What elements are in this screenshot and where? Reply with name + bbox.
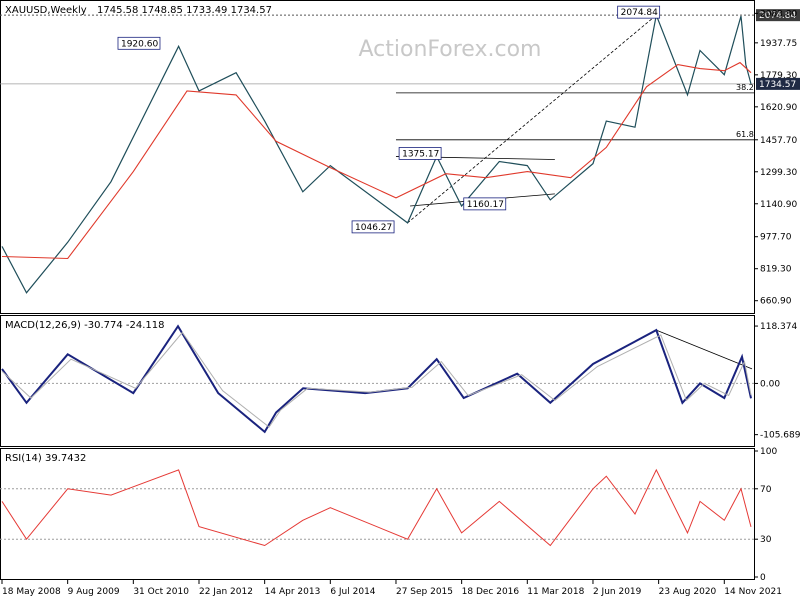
macd-tick-label: 118.374	[760, 322, 797, 332]
rsi-tick-label: 100	[760, 447, 777, 457]
macd-signal-line	[1, 331, 752, 428]
x-tick-label: 31 Oct 2010	[133, 587, 189, 597]
price-series	[1, 13, 752, 294]
panel-frames	[0, 0, 755, 580]
macd-series	[1, 324, 753, 434]
price-tick-label: 1937.75	[760, 39, 797, 49]
macd-panel-frame	[0, 315, 755, 447]
current-price-text: 1734.57	[759, 80, 796, 90]
macd-tick-label: 0.00	[760, 379, 780, 389]
price-label-box	[617, 5, 661, 19]
rsi-tick-label: 0	[760, 573, 766, 583]
high-price-tag	[756, 9, 800, 22]
price-tick-label: 1457.70	[760, 136, 797, 146]
rsi-axis: 100 70 30 0	[754, 447, 777, 583]
price-label-text: 1920.60	[121, 39, 158, 49]
price-tick-label: 1779.30	[760, 71, 797, 81]
price-label-box	[463, 197, 507, 211]
dashed-trendline	[407, 14, 657, 224]
x-tick-label: 27 Sep 2015	[396, 587, 453, 597]
price-tick-label: 977.70	[760, 233, 792, 243]
x-tick-label: 2 Jun 2019	[593, 587, 642, 597]
x-tick-label: 22 Jan 2012	[199, 587, 253, 597]
watermark: ActionForex.com	[359, 37, 542, 62]
rsi-gridlines	[0, 488, 754, 540]
x-tick-label: 23 Aug 2020	[659, 587, 717, 597]
ohlc-values: 1745.58 1748.85 1733.49 1734.57	[97, 5, 272, 16]
price-tick-label: 819.30	[760, 265, 792, 275]
rsi-title: RSI(14) 39.7432	[5, 453, 86, 464]
x-axis: 18 May 2008 9 Aug 2009 31 Oct 2010 22 Jan 2…	[1, 580, 782, 597]
fib-level-label: 38.2	[736, 83, 754, 92]
x-tick-label: 18 May 2008	[2, 587, 61, 597]
price-tick-label: 2083.80	[760, 9, 797, 19]
x-tick-label: 11 Mar 2018	[527, 587, 584, 597]
rsi-panel-frame	[0, 448, 755, 580]
moving-average-line	[1, 61, 752, 260]
high-price-text: 2074.84	[759, 11, 796, 21]
price-label-box	[351, 220, 395, 234]
rsi-series	[1, 468, 752, 547]
price-tick-label: 1620.90	[760, 103, 797, 113]
price-tick-label: 1299.30	[760, 168, 797, 178]
price-line	[1, 13, 752, 294]
macd-trendline	[656, 329, 753, 370]
rsi-line	[1, 468, 752, 547]
macd-line	[1, 324, 752, 434]
price-labels: 1920.60 2074.84 1375.17 1160.17 1046.27 1734.…	[117, 5, 800, 234]
macd-tick-label: -105.689	[760, 431, 800, 441]
x-tick-label: 14 Apr 2013	[265, 587, 321, 597]
price-label-box	[117, 36, 161, 50]
macd-axis: 118.374 0.00 -105.689	[754, 322, 800, 441]
rsi-tick-label: 70	[760, 485, 772, 495]
x-tick-label: 18 Dec 2016	[462, 587, 520, 597]
rsi-tick-label: 30	[760, 535, 772, 545]
price-panel-frame	[0, 0, 755, 314]
macd-title: MACD(12,26,9) -30.774 -24.118	[5, 320, 165, 331]
fib-level-label: 61.8	[736, 130, 754, 139]
price-tick-label: 660.90	[760, 297, 792, 307]
price-label-text: 2074.84	[621, 8, 658, 18]
x-tick-label: 14 Nov 2021	[724, 587, 782, 597]
x-tick-label: 9 Aug 2009	[68, 587, 120, 597]
price-label-box	[398, 147, 442, 160]
price-label-text: 1160.17	[467, 200, 504, 210]
current-price-tag	[756, 77, 800, 90]
symbol-label: XAUUSD,Weekly	[5, 5, 87, 16]
price-axis: 2083.80 1937.75 1779.30 1620.90 1457.70 1299.…	[754, 9, 797, 307]
price-label-text: 1046.27	[355, 223, 392, 233]
price-annotations: 38.2 61.8	[395, 14, 754, 224]
price-tick-label: 1140.90	[760, 200, 797, 210]
price-label-text: 1375.17	[402, 149, 439, 159]
x-tick-label: 6 Jul 2014	[330, 587, 375, 597]
